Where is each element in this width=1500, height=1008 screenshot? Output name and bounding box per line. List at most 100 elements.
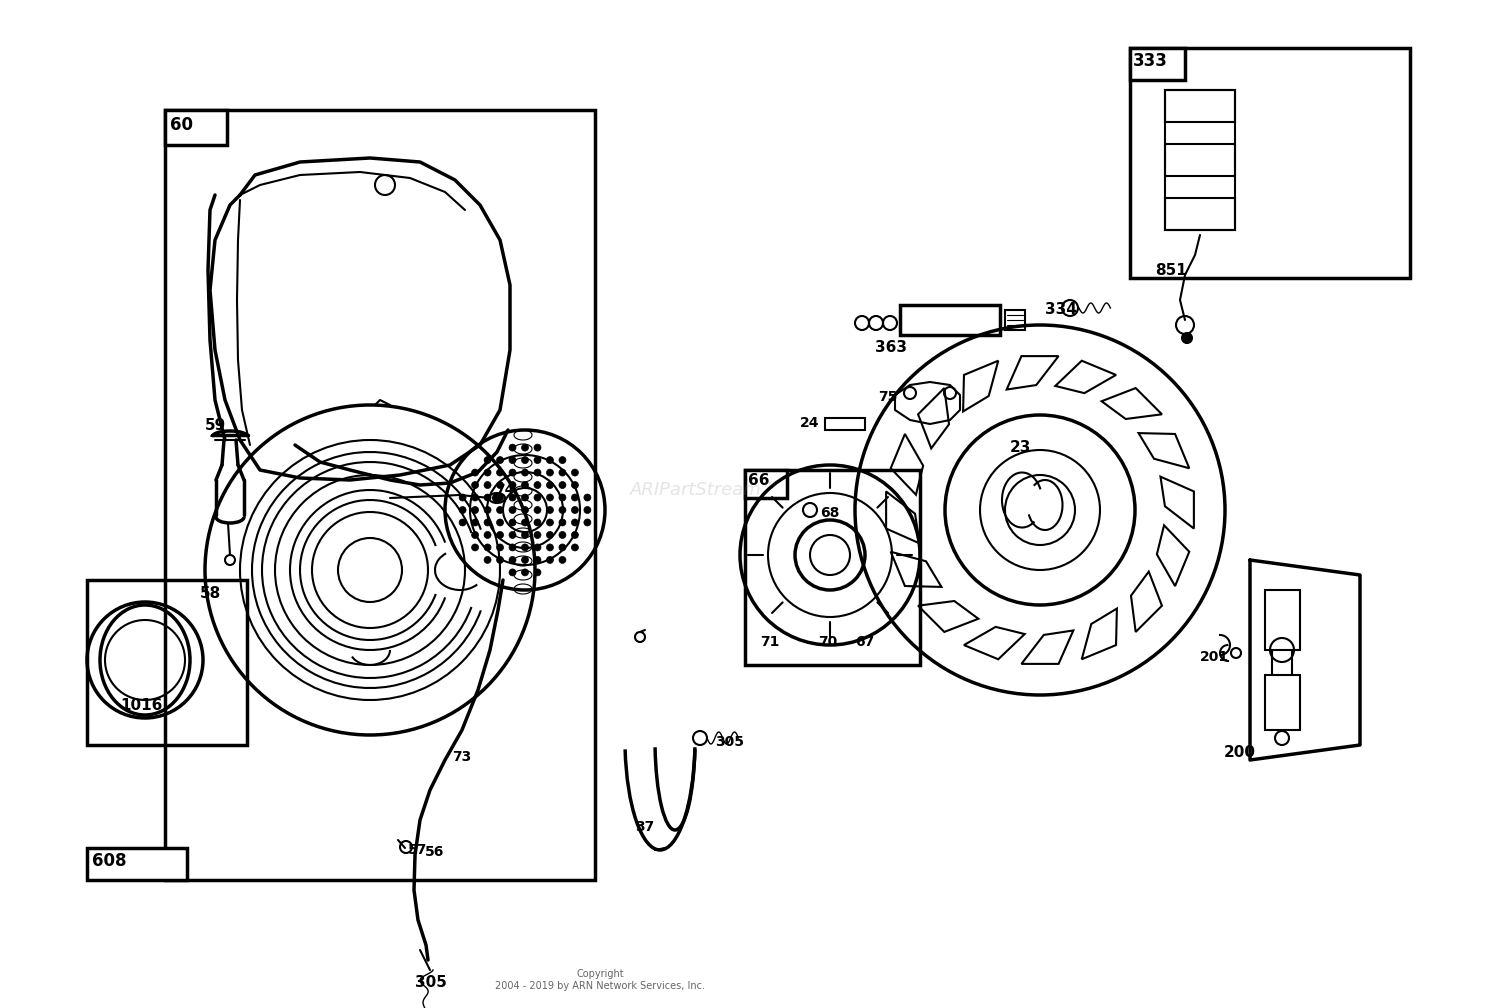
Circle shape: [546, 469, 554, 476]
Circle shape: [471, 494, 478, 501]
Circle shape: [546, 531, 554, 538]
Text: 23: 23: [1010, 440, 1032, 455]
Circle shape: [496, 469, 504, 476]
Circle shape: [471, 482, 478, 489]
Circle shape: [534, 457, 542, 464]
Bar: [825, 418, 866, 430]
Text: 75: 75: [878, 390, 897, 404]
Text: 74: 74: [495, 483, 514, 497]
Circle shape: [471, 544, 478, 551]
Circle shape: [509, 457, 516, 464]
Circle shape: [572, 519, 579, 526]
Circle shape: [509, 519, 516, 526]
Text: 56: 56: [424, 845, 444, 859]
Circle shape: [484, 519, 490, 526]
Circle shape: [484, 469, 490, 476]
Circle shape: [496, 482, 504, 489]
Bar: [1264, 590, 1300, 650]
Circle shape: [546, 544, 554, 551]
Circle shape: [484, 544, 490, 551]
Circle shape: [560, 482, 566, 489]
Circle shape: [572, 531, 579, 538]
Text: 305: 305: [716, 735, 744, 749]
Circle shape: [534, 445, 542, 452]
Circle shape: [496, 457, 504, 464]
Bar: [165, 110, 226, 145]
Bar: [1166, 198, 1234, 230]
Text: 305: 305: [416, 975, 447, 990]
Circle shape: [459, 506, 466, 513]
Circle shape: [572, 469, 579, 476]
Bar: [1130, 48, 1185, 80]
Circle shape: [496, 544, 504, 551]
Text: 73: 73: [452, 750, 471, 764]
Circle shape: [509, 556, 516, 563]
Circle shape: [509, 469, 516, 476]
Bar: [1166, 144, 1234, 176]
Circle shape: [560, 469, 566, 476]
Circle shape: [522, 457, 528, 464]
Text: 333: 333: [1132, 52, 1168, 70]
Text: 608: 608: [92, 852, 126, 870]
Circle shape: [560, 519, 566, 526]
Circle shape: [459, 494, 466, 501]
Text: 66: 66: [748, 473, 770, 488]
Circle shape: [534, 531, 542, 538]
Circle shape: [560, 556, 566, 563]
Bar: [87, 580, 248, 745]
Bar: [165, 110, 596, 880]
Circle shape: [484, 457, 490, 464]
Bar: [746, 470, 788, 498]
Circle shape: [572, 482, 579, 489]
Circle shape: [484, 556, 490, 563]
Text: 851: 851: [1155, 263, 1186, 278]
Circle shape: [534, 469, 542, 476]
Circle shape: [546, 494, 554, 501]
Circle shape: [522, 531, 528, 538]
Text: 363: 363: [874, 340, 908, 355]
Circle shape: [522, 519, 528, 526]
Bar: [746, 470, 920, 665]
Text: 68: 68: [821, 506, 840, 520]
Circle shape: [522, 445, 528, 452]
Circle shape: [534, 506, 542, 513]
Circle shape: [546, 556, 554, 563]
Circle shape: [534, 569, 542, 576]
Circle shape: [560, 531, 566, 538]
Circle shape: [522, 556, 528, 563]
Circle shape: [496, 506, 504, 513]
Text: ARIPartStream™: ARIPartStream™: [630, 481, 780, 499]
Circle shape: [522, 469, 528, 476]
Circle shape: [496, 531, 504, 538]
Circle shape: [522, 482, 528, 489]
Circle shape: [509, 494, 516, 501]
Bar: [1130, 48, 1410, 278]
Circle shape: [534, 482, 542, 489]
Circle shape: [546, 482, 554, 489]
Text: 57: 57: [408, 843, 428, 857]
Circle shape: [546, 506, 554, 513]
Circle shape: [471, 469, 478, 476]
Circle shape: [572, 506, 579, 513]
Circle shape: [522, 569, 528, 576]
Circle shape: [496, 494, 504, 501]
Text: 59: 59: [206, 418, 226, 433]
Circle shape: [496, 556, 504, 563]
Circle shape: [584, 506, 591, 513]
Circle shape: [522, 544, 528, 551]
Circle shape: [560, 457, 566, 464]
Bar: [1264, 675, 1300, 730]
Text: 334: 334: [1046, 302, 1077, 317]
Circle shape: [572, 544, 579, 551]
Circle shape: [471, 531, 478, 538]
Circle shape: [509, 531, 516, 538]
Circle shape: [534, 494, 542, 501]
Circle shape: [560, 494, 566, 501]
Circle shape: [560, 506, 566, 513]
Circle shape: [484, 482, 490, 489]
Circle shape: [509, 569, 516, 576]
Circle shape: [1182, 333, 1192, 343]
Circle shape: [546, 519, 554, 526]
Circle shape: [471, 506, 478, 513]
Text: 58: 58: [200, 586, 222, 601]
